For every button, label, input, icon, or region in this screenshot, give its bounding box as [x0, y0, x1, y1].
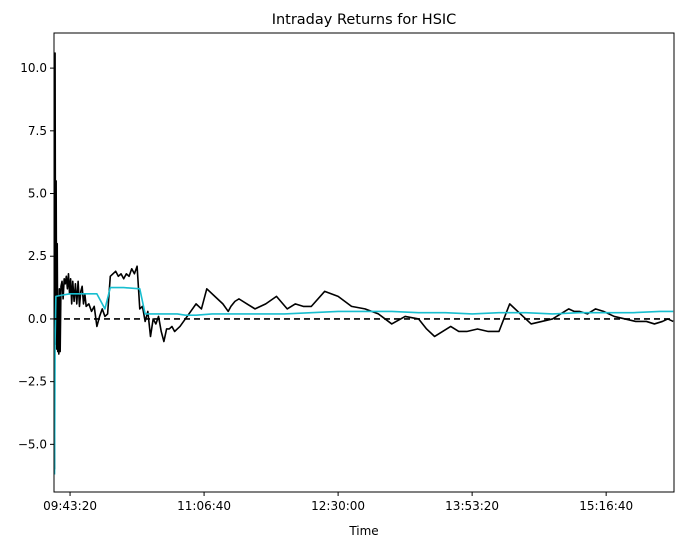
y-tick-label: 0.0 — [28, 312, 47, 326]
series-line-1 — [53, 52, 674, 470]
x-tick-label: 13:53:20 — [445, 499, 499, 513]
y-tick-label: 5.0 — [28, 187, 47, 201]
series-layer — [53, 52, 674, 475]
chart-title: Intraday Returns for HSIC — [272, 12, 457, 28]
x-tick-label: 12:30:00 — [311, 499, 365, 513]
y-tick-label: 2.5 — [28, 249, 47, 263]
y-tick-label: 7.5 — [28, 124, 47, 138]
y-tick-label: −2.5 — [18, 375, 47, 389]
x-axis: 09:43:20 11:06:40 12:30:00 13:53:20 15:16:40 — [43, 492, 633, 513]
y-tick-label: −5.0 — [18, 437, 47, 451]
x-axis-label: Time — [348, 524, 378, 538]
series-line-2 — [53, 286, 674, 475]
y-tick-label: 10.0 — [20, 61, 47, 75]
x-tick-label: 15:16:40 — [579, 499, 633, 513]
x-tick-label: 09:43:20 — [43, 499, 97, 513]
y-axis: −5.0 −2.5 0.0 2.5 5.0 7.5 10.0 — [18, 61, 54, 451]
x-tick-label: 11:06:40 — [177, 499, 231, 513]
plot-area-frame — [53, 32, 675, 493]
